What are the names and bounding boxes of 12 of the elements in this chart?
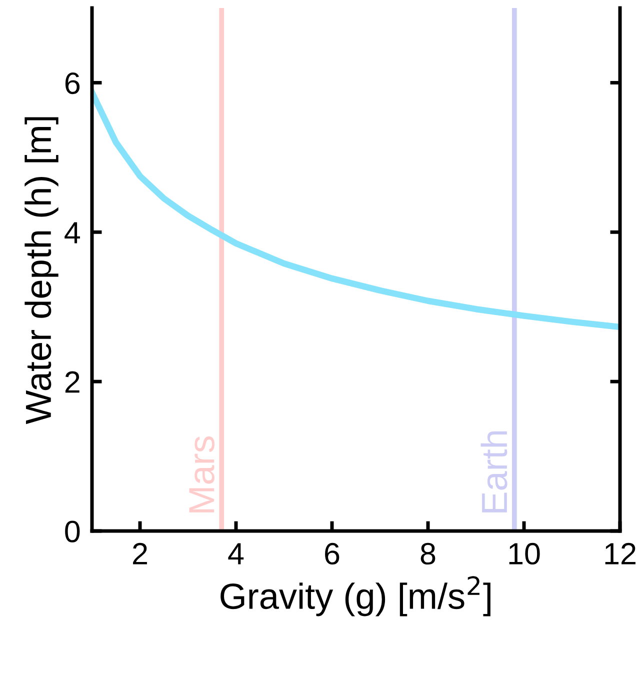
x-tick-label: 8 bbox=[420, 542, 436, 565]
x-tick-label: 4 bbox=[228, 543, 244, 564]
x-tick-label: 10 bbox=[509, 542, 540, 565]
y-tick-label: 0 bbox=[65, 520, 80, 542]
x-tick-label: 2 bbox=[133, 542, 147, 564]
y-axis-title: Water depth (h) [m] bbox=[24, 117, 58, 424]
x-tick-label: 6 bbox=[325, 542, 340, 565]
y-tick-label: 6 bbox=[65, 72, 80, 94]
y-tick-label: 2 bbox=[65, 371, 80, 393]
x-axis-title: Gravity (g) [m/s$^{2}$] bbox=[220, 576, 490, 616]
y-tick-label: 4 bbox=[64, 222, 80, 244]
x-tick-label: 12 bbox=[605, 542, 636, 564]
